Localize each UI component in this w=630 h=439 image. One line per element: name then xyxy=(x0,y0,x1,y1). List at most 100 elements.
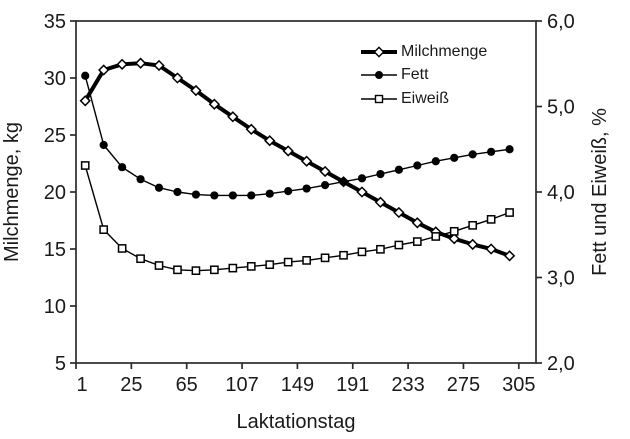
open-square-marker xyxy=(80,161,90,170)
legend-label-fett: Fett xyxy=(401,66,429,84)
filled-circle-marker xyxy=(228,191,237,200)
filled-circle-marker xyxy=(394,165,403,174)
x-axis-tick-label: 275 xyxy=(447,374,480,396)
filled-circle-marker xyxy=(210,191,219,200)
open-diamond-marker xyxy=(208,98,221,110)
right-axis-tick-label: 2,0 xyxy=(547,353,575,375)
open-diamond-marker xyxy=(467,238,479,251)
open-diamond-marker xyxy=(171,72,184,84)
filled-circle-marker xyxy=(118,163,127,172)
left-axis-title: Milchmenge, kg xyxy=(1,122,23,262)
x-axis-tick-label: 25 xyxy=(120,374,142,396)
open-square-marker xyxy=(283,257,293,267)
open-square-marker xyxy=(339,250,348,260)
x-axis-title: Laktationstag xyxy=(237,411,356,433)
open-diamond-marker xyxy=(319,165,331,178)
filled-circle-marker xyxy=(136,175,145,184)
filled-circle-marker xyxy=(247,191,256,200)
open-square-marker xyxy=(376,244,385,254)
open-square-marker xyxy=(117,244,127,253)
filled-circle-marker xyxy=(413,161,422,170)
filled-circle-marker xyxy=(376,169,385,179)
open-square-marker xyxy=(486,215,496,224)
legend-item-milchmenge: Milchmenge xyxy=(360,40,536,64)
filled-circle-marker xyxy=(191,190,201,199)
open-diamond-marker xyxy=(503,250,516,262)
legend-item-eiweiss: Eiweiß xyxy=(360,87,536,111)
open-square-marker xyxy=(320,253,330,263)
x-axis-tick-label: 305 xyxy=(502,374,535,396)
open-diamond-marker xyxy=(264,135,276,147)
legend-label-eiweiss: Eiweiß xyxy=(401,89,450,107)
open-diamond-marker xyxy=(116,58,128,70)
x-axis-tick-label: 149 xyxy=(281,374,314,396)
filled-circle-marker xyxy=(431,157,440,166)
x-axis-tick-label: 1 xyxy=(76,374,87,396)
open-diamond-marker xyxy=(134,57,147,69)
fett-thin-line-filled-circle-icon xyxy=(361,71,397,80)
open-diamond-marker xyxy=(98,64,110,76)
filled-circle-marker xyxy=(357,174,367,183)
open-square-marker xyxy=(99,225,109,234)
open-diamond-marker xyxy=(448,233,460,245)
x-axis-tick-label: 65 xyxy=(176,374,198,396)
open-square-marker xyxy=(302,256,311,265)
right-axis-title: Fett und Eiweiß, % xyxy=(589,108,611,276)
filled-circle-marker xyxy=(487,147,496,156)
open-diamond-marker xyxy=(245,123,257,135)
open-diamond-marker xyxy=(282,145,294,157)
filled-circle-marker xyxy=(173,187,182,197)
open-square-marker xyxy=(468,220,478,230)
filled-circle-marker xyxy=(468,150,477,159)
filled-circle-marker xyxy=(81,71,90,80)
open-diamond-marker xyxy=(300,155,313,167)
left-axis-tick-label: 25 xyxy=(44,125,66,147)
open-square-marker xyxy=(191,266,201,276)
filled-circle-marker xyxy=(154,183,164,192)
open-square-marker xyxy=(228,263,238,273)
eiweiss-thin-line-open-square-icon xyxy=(361,94,397,103)
filled-circle-marker xyxy=(302,184,311,193)
open-diamond-marker xyxy=(79,95,91,107)
series-layer xyxy=(79,57,516,276)
x-axis-tick-label: 107 xyxy=(225,374,258,396)
open-diamond-marker xyxy=(356,186,368,198)
series-eiweiss xyxy=(80,161,514,276)
legend-label-milchmenge: Milchmenge xyxy=(401,42,488,60)
filled-circle-marker xyxy=(339,177,348,186)
open-square-marker xyxy=(431,232,441,241)
left-axis-tick-label: 10 xyxy=(44,296,66,318)
open-square-marker xyxy=(246,262,256,271)
right-axis-tick-label: 3,0 xyxy=(547,268,575,290)
left-axis-tick-label: 20 xyxy=(44,182,66,204)
open-square-marker xyxy=(412,237,422,246)
filled-circle-marker xyxy=(505,145,514,154)
milchmenge-thick-line-open-diamond-icon xyxy=(361,46,397,58)
open-diamond-marker xyxy=(153,59,165,72)
series-fett xyxy=(81,71,514,200)
open-diamond-marker xyxy=(485,243,497,255)
open-square-marker xyxy=(357,247,367,257)
open-diamond-marker xyxy=(393,206,405,219)
right-axis-tick-label: 4,0 xyxy=(547,182,575,204)
open-square-marker xyxy=(449,226,459,236)
open-square-marker xyxy=(154,261,164,270)
axes-layer: 5 10 15 20 25 30 35 2,0 3,0 4,0 5,0 6,0 1 25 65 107 149 1… xyxy=(44,11,575,396)
x-axis-tick-label: 233 xyxy=(391,374,424,396)
open-diamond-marker xyxy=(190,84,202,97)
open-square-marker xyxy=(394,240,404,250)
left-axis-tick-label: 5 xyxy=(55,353,66,375)
chart-legend: Milchmenge Fett Eiweiß xyxy=(360,40,536,111)
filled-circle-marker xyxy=(99,140,108,150)
open-square-marker xyxy=(173,265,182,275)
open-diamond-marker xyxy=(227,111,239,123)
filled-circle-marker xyxy=(450,153,459,162)
left-axis-tick-label: 35 xyxy=(44,11,66,33)
open-square-marker xyxy=(505,208,514,217)
filled-circle-marker xyxy=(265,189,274,198)
open-diamond-marker xyxy=(374,196,387,208)
right-axis-tick-label: 6,0 xyxy=(547,11,575,33)
series-line xyxy=(84,165,510,272)
open-diamond-marker xyxy=(411,217,423,229)
